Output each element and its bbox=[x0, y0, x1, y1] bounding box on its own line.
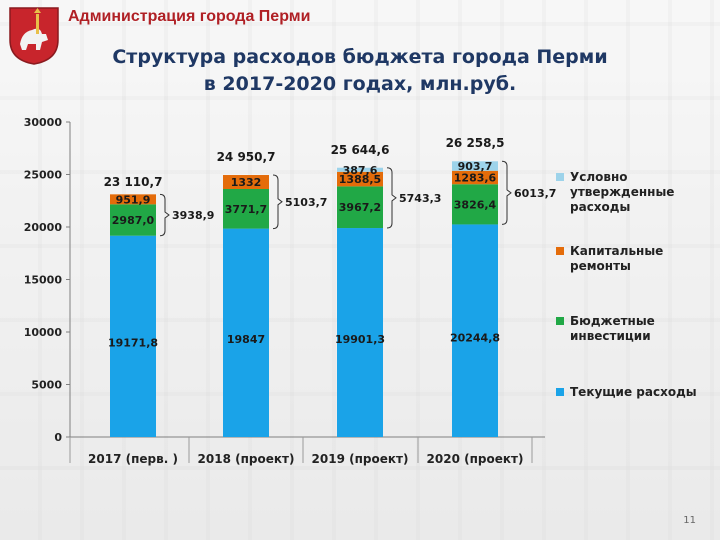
bar-segment-1 bbox=[223, 189, 269, 229]
legend-label: Условно утвержденные расходы bbox=[570, 170, 674, 214]
bar-segment-0 bbox=[452, 224, 498, 437]
bar-value-label: 903,7 bbox=[458, 160, 493, 173]
total-label: 25 644,6 bbox=[331, 143, 390, 157]
x-tick-label: 2020 (проект) bbox=[427, 452, 524, 466]
bracket bbox=[386, 167, 397, 229]
bar-value-label: 20244,8 bbox=[450, 331, 500, 344]
total-label: 23 110,7 bbox=[104, 175, 163, 189]
bar-segment-0 bbox=[223, 228, 269, 437]
slide-title-line2: в 2017-2020 годах, млн.руб. bbox=[203, 73, 517, 95]
slide-title: Структура расходов бюджета города Перми … bbox=[0, 44, 720, 98]
legend-label: Капитальные ремонты bbox=[570, 244, 663, 273]
perm-coat-of-arms-icon bbox=[9, 7, 59, 65]
bar-segment-1 bbox=[452, 184, 498, 225]
legend-swatch bbox=[556, 317, 564, 325]
page-number: 11 bbox=[683, 515, 696, 526]
bar-value-label: 19901,3 bbox=[335, 333, 385, 346]
bracket-sum-label: 5743,3 bbox=[399, 192, 441, 205]
bar-value-label: 951,9 bbox=[116, 193, 151, 206]
bar-value-label: 1332 bbox=[231, 176, 262, 189]
bar-segment-2 bbox=[337, 171, 383, 187]
bar-value-label: 1283,6 bbox=[454, 172, 497, 185]
bar-segment-0 bbox=[110, 235, 156, 437]
y-tick-label: 5000 bbox=[31, 379, 62, 392]
y-tick-label: 30000 bbox=[24, 116, 63, 129]
x-tick-label: 2019 (проект) bbox=[312, 452, 409, 466]
legend-swatch bbox=[556, 388, 564, 396]
y-tick-label: 10000 bbox=[24, 326, 63, 339]
bar-value-label: 387,6 bbox=[343, 164, 378, 177]
bracket bbox=[272, 174, 283, 230]
bracket-sum-label: 3938,9 bbox=[172, 209, 214, 222]
bar-segment-2 bbox=[110, 194, 156, 205]
bar-value-label: 19171,8 bbox=[108, 336, 158, 349]
bar-segment-0 bbox=[337, 228, 383, 437]
bar-segment-3 bbox=[452, 161, 498, 171]
bracket bbox=[501, 160, 512, 225]
legend-swatch bbox=[556, 247, 564, 255]
bracket-sum-label: 6013,7 bbox=[514, 187, 556, 200]
bracket bbox=[159, 193, 170, 237]
bar-value-label: 1388,5 bbox=[339, 173, 381, 186]
legend-label: Текущие расходы bbox=[570, 385, 697, 399]
bar-segment-1 bbox=[337, 186, 383, 229]
y-tick-label: 15000 bbox=[24, 274, 63, 287]
bar-segment-2 bbox=[223, 175, 269, 190]
slide-title-line1: Структура расходов бюджета города Перми bbox=[112, 46, 608, 68]
bar-value-label: 2987,0 bbox=[112, 214, 155, 227]
bar-value-label: 3826,4 bbox=[454, 198, 497, 211]
y-tick-label: 25000 bbox=[24, 169, 63, 182]
total-label: 26 258,5 bbox=[446, 136, 505, 150]
bar-segment-1 bbox=[110, 204, 156, 236]
bar-value-label: 19847 bbox=[227, 333, 265, 346]
bar-value-label: 3771,7 bbox=[225, 203, 267, 216]
bracket-sum-label: 5103,7 bbox=[285, 196, 327, 209]
bar-segment-3 bbox=[337, 167, 383, 172]
org-title: Администрация города Перми bbox=[68, 8, 311, 25]
x-tick-label: 2018 (проект) bbox=[198, 452, 295, 466]
bar-segment-2 bbox=[452, 170, 498, 185]
legend-swatch bbox=[556, 173, 564, 181]
bar-value-label: 3967,2 bbox=[339, 201, 381, 214]
x-tick-label: 2017 (перв. ) bbox=[88, 452, 178, 466]
y-tick-label: 0 bbox=[54, 431, 62, 444]
total-label: 24 950,7 bbox=[217, 150, 276, 164]
y-tick-label: 20000 bbox=[24, 221, 63, 234]
legend-label: Бюджетные инвестиции bbox=[570, 314, 655, 343]
